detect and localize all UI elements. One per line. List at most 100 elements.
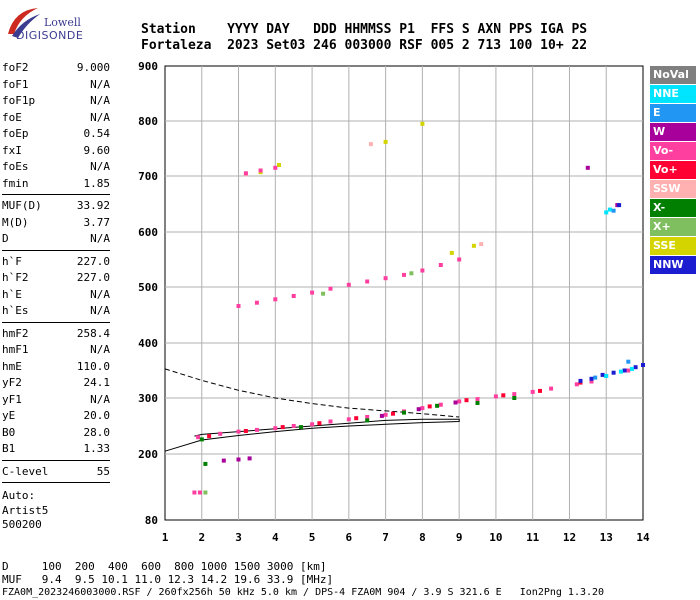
echo-point bbox=[501, 393, 506, 398]
legend-item: X- bbox=[650, 199, 696, 217]
echo-point bbox=[574, 382, 579, 387]
footer-muf-row: MUF 9.4 9.5 10.1 11.0 12.3 14.2 19.6 33.… bbox=[2, 573, 334, 586]
param-value: 1.85 bbox=[83, 176, 111, 190]
param-name: yE bbox=[2, 409, 16, 422]
param-row: yE 20.0 bbox=[2, 408, 110, 425]
echo-point bbox=[622, 368, 627, 373]
param-value: 1.33 bbox=[83, 442, 111, 455]
echo-point bbox=[453, 400, 458, 405]
echo-point bbox=[236, 304, 241, 308]
echo-point bbox=[475, 397, 480, 402]
plot-area bbox=[164, 65, 644, 521]
param-row: yF2 24.1 bbox=[2, 375, 110, 392]
y-tick-label: 200 bbox=[138, 448, 158, 461]
echo-point bbox=[291, 424, 296, 428]
footer-file-info: FZA0M_2023246003000.RSF / 260fx256h 50 k… bbox=[2, 587, 605, 598]
echo-point bbox=[365, 415, 370, 419]
param-value: 3.77 bbox=[83, 215, 111, 229]
echo-point bbox=[435, 403, 440, 408]
echo-point bbox=[383, 412, 388, 417]
auto-label: Auto: bbox=[2, 489, 36, 502]
param-value: 0.54 bbox=[83, 127, 111, 140]
echo-point bbox=[236, 457, 241, 462]
divider bbox=[2, 459, 110, 461]
param-group-critical-frequencies: foF2 9.000 foF1 N/A foF1p N/A foE N/A foEp 0.54 fx… bbox=[2, 60, 110, 192]
echo-point bbox=[291, 294, 296, 298]
param-row: yF1 N/A bbox=[2, 392, 110, 409]
param-row: hmE 110.0 bbox=[2, 359, 110, 376]
echo-point bbox=[391, 411, 395, 416]
y-tick-label: 300 bbox=[138, 392, 158, 405]
param-name: fmin bbox=[2, 176, 29, 190]
param-name: MUF(D) bbox=[2, 199, 42, 212]
echo-point bbox=[196, 435, 201, 440]
param-row: h`F2 227.0 bbox=[2, 270, 110, 287]
param-row: h`Es N/A bbox=[2, 303, 110, 320]
echo-point bbox=[464, 398, 469, 403]
echo-point bbox=[280, 425, 285, 430]
echo-point bbox=[585, 165, 590, 170]
param-group-true-heights: hmF2 258.4 hmF1 N/A hmE 110.0 yF2 24.1 yF1 N/A yE 2… bbox=[2, 326, 110, 458]
param-name: D bbox=[2, 232, 9, 245]
echo-point bbox=[475, 401, 480, 405]
echo-point bbox=[197, 490, 202, 495]
echo-point bbox=[630, 366, 634, 371]
param-value: N/A bbox=[90, 94, 110, 107]
echo-point bbox=[383, 139, 388, 144]
echo-point bbox=[199, 437, 204, 442]
x-tick-label: 8 bbox=[419, 531, 426, 544]
echo-point bbox=[420, 406, 425, 411]
header-labels: Station YYYY DAY DDD HHMMSS P1 FFS S AXN… bbox=[141, 22, 588, 37]
echo-point bbox=[365, 279, 370, 284]
x-tick-label: 4 bbox=[272, 531, 279, 544]
echo-point bbox=[402, 410, 406, 415]
legend-item: NNW bbox=[650, 256, 696, 274]
divider bbox=[2, 194, 110, 195]
param-row: M(D) 3.77 bbox=[2, 215, 110, 232]
param-value: 55 bbox=[96, 464, 110, 478]
echo-point bbox=[346, 417, 351, 422]
echo-point bbox=[449, 250, 454, 255]
artist-version: Artist5 bbox=[2, 503, 49, 517]
legend-item: NoVal bbox=[650, 66, 696, 84]
param-value: N/A bbox=[90, 287, 110, 301]
param-row: foF1 N/A bbox=[2, 77, 110, 94]
x-tick-label: 12 bbox=[563, 531, 576, 544]
y-tick-label: 600 bbox=[138, 226, 158, 239]
param-row: foF1p N/A bbox=[2, 93, 110, 110]
echo-point bbox=[299, 425, 303, 430]
echo-point bbox=[354, 416, 359, 421]
echo-point bbox=[379, 413, 384, 418]
x-tick-label: 9 bbox=[456, 531, 463, 544]
param-value: N/A bbox=[90, 392, 110, 406]
echo-point bbox=[207, 434, 212, 439]
param-name: hmF2 bbox=[2, 326, 29, 340]
echo-point bbox=[273, 426, 278, 431]
y-tick-label: 400 bbox=[138, 337, 158, 350]
param-row: foF2 9.000 bbox=[2, 60, 110, 77]
echo-point bbox=[611, 208, 616, 213]
echo-point bbox=[310, 422, 315, 427]
echo-point bbox=[218, 431, 223, 436]
legend-item: SSE bbox=[650, 237, 696, 255]
echo-point bbox=[346, 282, 351, 287]
echo-point bbox=[479, 242, 484, 247]
param-value: 28.0 bbox=[83, 425, 111, 439]
echo-point bbox=[416, 407, 421, 412]
legend-item: SSW bbox=[650, 180, 696, 198]
echo-point bbox=[633, 365, 638, 370]
echo-point bbox=[258, 168, 263, 173]
y-tick-label: 80 bbox=[145, 514, 158, 527]
echo-point bbox=[254, 300, 259, 305]
echo-point bbox=[277, 163, 281, 167]
profile-dashed-line bbox=[164, 368, 460, 418]
echo-point bbox=[617, 203, 622, 208]
polarization-legend: NoVal NNE E W Vo- Vo+ SSW X- X+ SSE NNW bbox=[650, 66, 696, 275]
param-name: h`F2 bbox=[2, 271, 29, 284]
param-name: foEs bbox=[2, 160, 29, 173]
lowell-logo: Lowell DIGISONDE bbox=[4, 4, 83, 44]
echo-point bbox=[409, 271, 414, 276]
param-value: 258.4 bbox=[76, 326, 110, 340]
y-tick-label: 500 bbox=[138, 281, 158, 294]
